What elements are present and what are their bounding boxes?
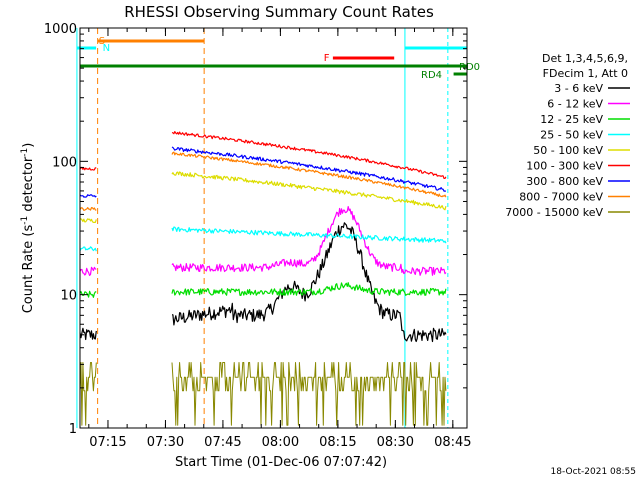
- flag-label-rd4: RD4: [421, 70, 442, 81]
- legend-label-8: 800 - 7000 keV: [519, 191, 603, 204]
- y-axis-label: Count Rate (s-1 detector-1): [20, 143, 36, 314]
- series-line-8: [79, 151, 447, 211]
- x-tick-label-1: 07:30: [147, 435, 184, 450]
- timestamp: 18-Oct-2021 08:55: [551, 467, 636, 477]
- series-line-1: [79, 222, 447, 343]
- legend-label-5: 50 - 100 keV: [533, 144, 603, 157]
- legend-label-1: 3 - 6 keV: [554, 82, 603, 95]
- flag-label-f: F: [324, 53, 330, 64]
- y-tick-label-0: 1: [69, 422, 77, 437]
- plot-area: [80, 28, 467, 428]
- x-tick-label-6: 08:45: [434, 435, 471, 450]
- legend-label-2: 6 - 12 keV: [547, 98, 603, 111]
- flag-label-n: N: [103, 43, 110, 54]
- legend-label-4: 25 - 50 keV: [540, 129, 603, 142]
- legend-header-0: Det 1,3,4,5,6,9,: [542, 52, 628, 65]
- x-tick-label-2: 07:45: [204, 435, 241, 450]
- series-line-4: [79, 226, 447, 252]
- chart-title: RHESSI Observing Summary Count Rates: [124, 3, 434, 21]
- x-tick-label-0: 07:15: [89, 435, 126, 450]
- flag-label-rd0: RD0: [459, 62, 480, 73]
- x-axis-label: Start Time (01-Dec-06 07:07:42): [175, 455, 387, 470]
- series-line-2: [79, 206, 447, 276]
- legend-label-9: 7000 - 15000 keV: [505, 206, 603, 219]
- series-line-5: [79, 171, 447, 223]
- y-tick-label-1: 10: [60, 289, 77, 304]
- series-line-7: [79, 146, 447, 198]
- x-tick-label-5: 08:30: [377, 435, 414, 450]
- x-tick-label-3: 08:00: [262, 435, 299, 450]
- plot-frame: [79, 27, 468, 429]
- legend-label-7: 300 - 800 keV: [526, 175, 603, 188]
- x-tick-label-4: 08:15: [319, 435, 356, 450]
- series-line-9: [79, 362, 447, 426]
- legend-label-6: 100 - 300 keV: [526, 160, 603, 173]
- y-tick-label-2: 100: [52, 155, 77, 170]
- legend-label-3: 12 - 25 keV: [540, 113, 603, 126]
- y-tick-label-3: 1000: [44, 22, 77, 37]
- series-line-6: [79, 131, 447, 179]
- legend-header-1: FDecim 1, Att 0: [543, 67, 628, 80]
- flag-label-s: S: [99, 36, 105, 47]
